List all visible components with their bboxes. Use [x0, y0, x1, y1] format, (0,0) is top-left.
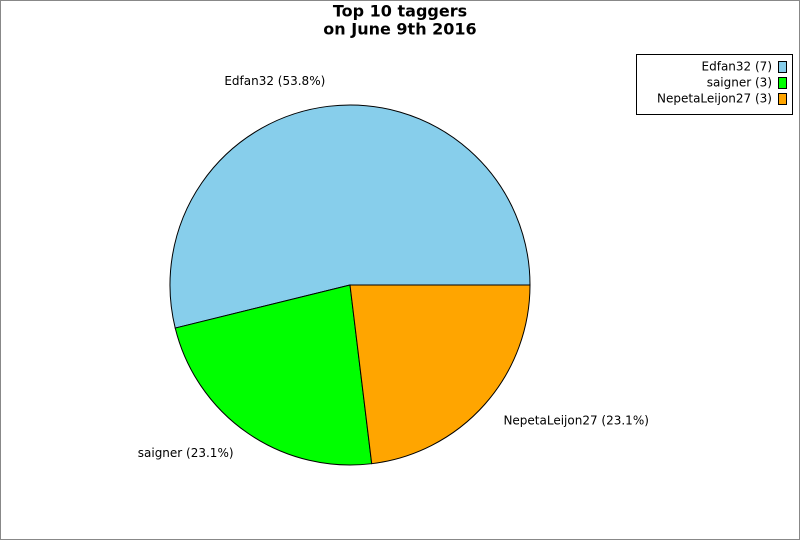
slice-label: NepetaLeijon27 (23.1%) — [503, 413, 648, 427]
pie-slice — [174, 284, 373, 466]
legend-swatch — [778, 77, 787, 89]
legend-box — [636, 54, 793, 115]
pie-slice — [169, 104, 531, 329]
legend-label: saigner (3) — [707, 76, 772, 90]
legend-swatch — [778, 61, 787, 73]
slice-label: Edfan32 (53.8%) — [224, 74, 325, 88]
slice-label: saigner (23.1%) — [138, 446, 234, 460]
pie-slice — [349, 284, 531, 465]
chart-subtitle: on June 9th 2016 — [323, 20, 476, 39]
chart-title: Top 10 taggers — [333, 2, 467, 21]
legend-swatch — [778, 93, 787, 105]
legend-label: NepetaLeijon27 (3) — [657, 92, 772, 106]
legend-label: Edfan32 (7) — [702, 60, 772, 74]
